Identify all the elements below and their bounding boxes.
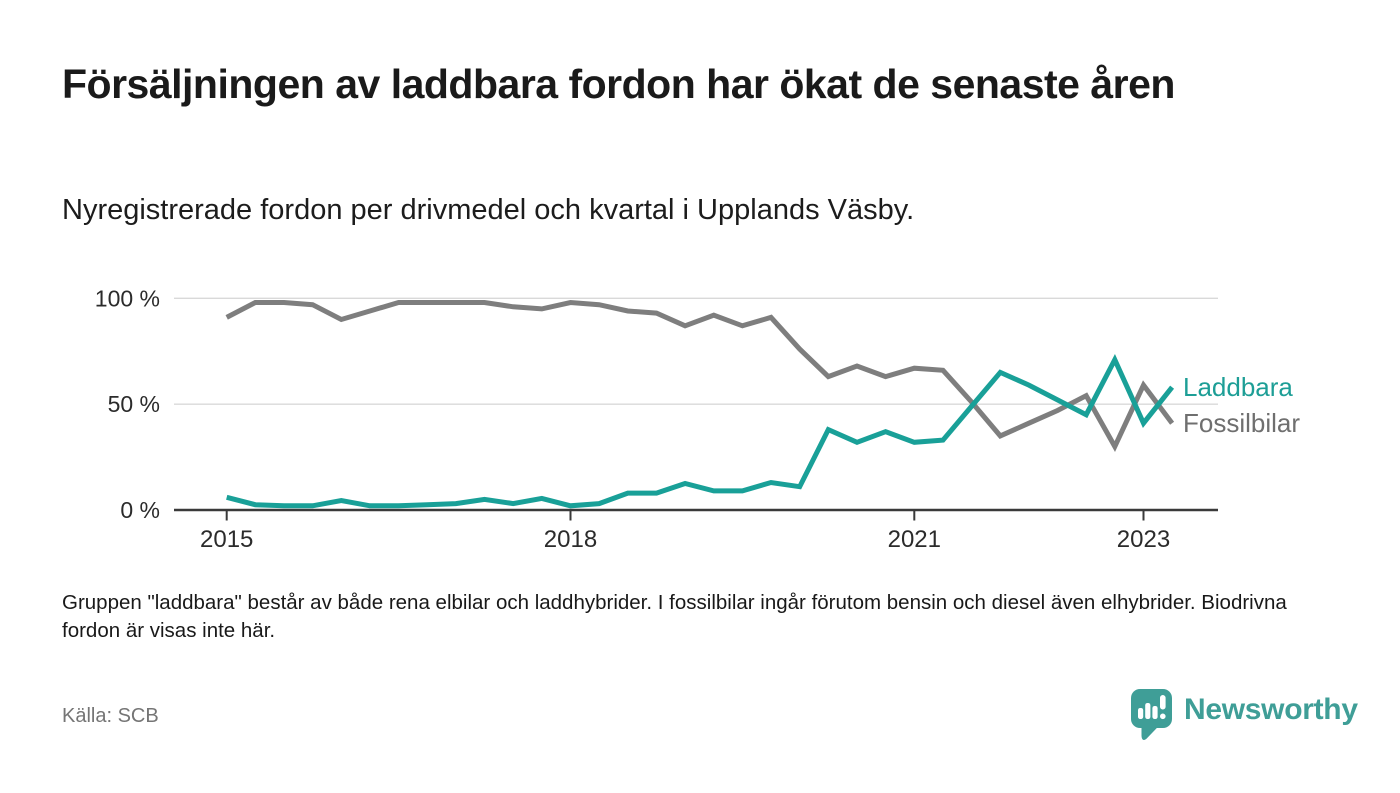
x-axis-label: 2021	[888, 526, 941, 553]
x-axis-label: 2015	[200, 526, 253, 553]
y-axis-label: 0 %	[120, 497, 160, 523]
y-axis-label: 50 %	[108, 391, 160, 417]
newsworthy-logo: Newsworthy	[1130, 688, 1358, 742]
source-attribution: Källa: SCB	[62, 705, 159, 727]
series-end-label-fossilbilar: Fossilbilar	[1183, 408, 1300, 438]
x-axis-label: 2018	[544, 526, 597, 553]
page-title: Försäljningen av laddbara fordon har öka…	[62, 61, 1175, 107]
series-line-laddbara	[226, 353, 1175, 509]
line-chart: 0 % 50 % 100 % 2015 2018 2021 2023 Fossilbilar L…	[95, 285, 1301, 553]
y-axis-label: 100 %	[95, 285, 160, 311]
newsworthy-logo-text: Newsworthy	[1184, 693, 1358, 726]
footnote: Gruppen "laddbara" består av både rena e…	[62, 591, 1287, 642]
newsworthy-speech-bubble-bar-chart-icon	[1131, 689, 1172, 740]
series-end-label-laddbara: Laddbara	[1183, 372, 1293, 402]
chart-subtitle: Nyregistrerade fordon per drivmedel och …	[62, 194, 915, 226]
x-axis-label: 2023	[1117, 526, 1170, 553]
series-line-fossilbilar	[225, 299, 1175, 452]
